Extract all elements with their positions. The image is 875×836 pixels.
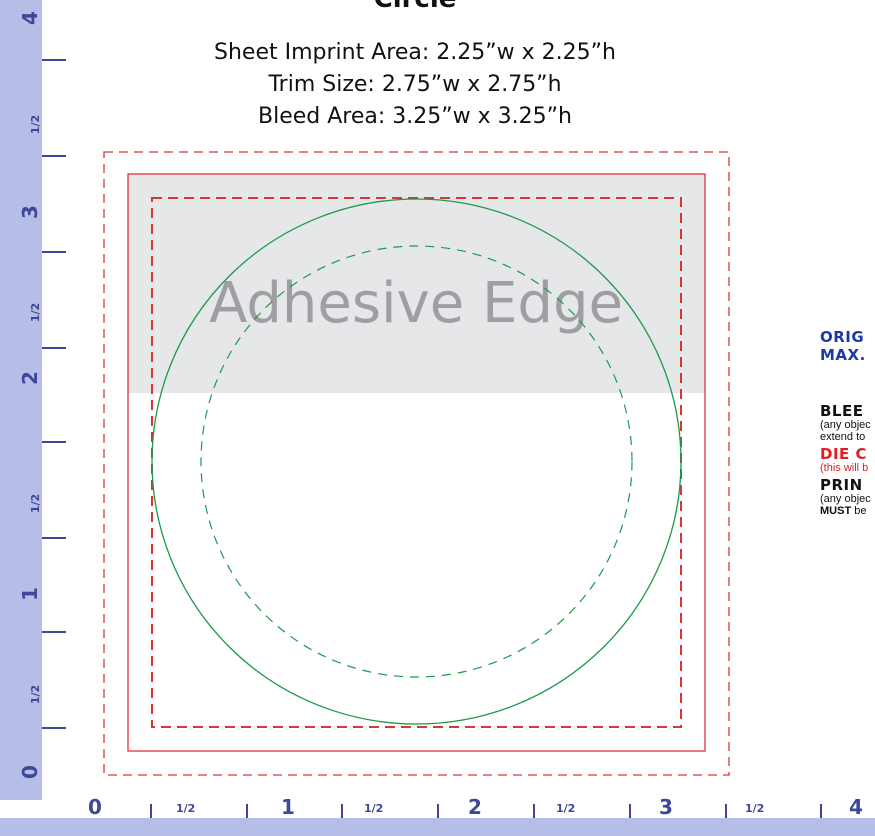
legend-print-note-rest: be [854,505,867,517]
ruler-tick [42,347,66,349]
legend-print-heading: PRIN [820,476,863,494]
bottom-ruler [0,818,875,836]
legend-print-note: (any objec [820,493,871,505]
legend-die-heading: DIE C [820,445,868,463]
ruler-label-3: 3 [659,795,673,819]
trim-outline [127,173,706,752]
adhesive-edge-area [128,174,705,393]
legend-bleed-note: extend to [820,431,866,443]
ruler-tick [341,804,343,818]
circle-die-cut [151,198,682,725]
ruler-label-2: 2 [468,795,482,819]
ruler-label-1: 1 [281,795,295,819]
left-ruler [0,0,42,800]
ruler-tick [246,804,248,818]
ruler-tick [42,59,66,61]
template-title: Circle [0,0,830,14]
ruler-label-0: 0 [88,795,102,819]
ruler-tick [437,804,439,818]
legend-die-note: (this will b [820,462,869,474]
bleed-area-outline [103,151,730,776]
trim-size-spec: Trim Size: 2.75”w x 2.75”h [268,72,562,97]
ruler-label-half: 1/2 [176,802,196,815]
legend-print-note-bold: MUST [820,505,852,517]
ruler-tick [150,804,152,818]
ruler-tick [42,727,66,729]
ruler-tick [629,804,631,818]
ruler-tick [42,155,66,157]
ruler-tick [42,251,66,253]
ruler-tick [42,631,66,633]
circle-safe-area [200,245,633,678]
ruler-tick [533,804,535,818]
ruler-label-4: 4 [849,795,863,819]
ruler-tick [42,441,66,443]
bleed-area-spec: Bleed Area: 3.25”w x 3.25”h [258,104,572,129]
legend-print-note: MUST be [820,505,866,517]
legend-orig-line2: MAX. [820,346,866,364]
ruler-label-half: 1/2 [364,802,384,815]
ruler-tick [820,804,822,818]
legend-bleed-note: (any objec [820,419,871,431]
ruler-label-half: 1/2 [556,802,576,815]
adhesive-edge-label: Adhesive Edge [209,271,623,336]
legend-bleed-heading: BLEE [820,402,864,420]
ruler-tick [42,537,66,539]
legend-orig-line1: ORIG [820,328,865,346]
ruler-label-half: 1/2 [745,802,765,815]
ruler-tick [725,804,727,818]
imprint-area-spec: Sheet Imprint Area: 2.25”w x 2.25”h [214,40,616,65]
